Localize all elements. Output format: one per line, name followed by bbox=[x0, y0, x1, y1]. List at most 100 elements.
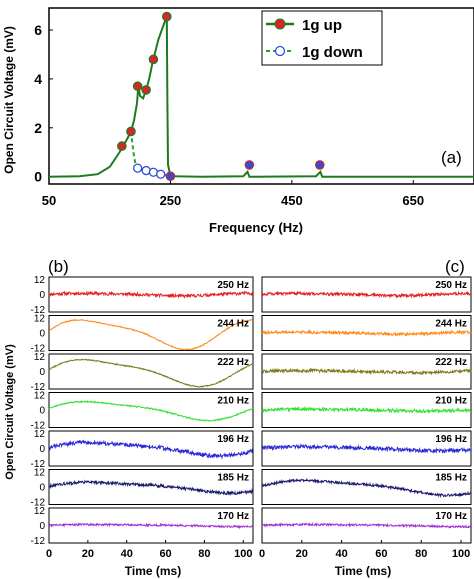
series-up-point bbox=[117, 141, 127, 151]
trace-line bbox=[261, 405, 472, 414]
y-tick-label: 0 bbox=[39, 329, 45, 340]
trace-label: 185 Hz bbox=[217, 473, 249, 484]
x-tick-label: 20 bbox=[296, 548, 308, 560]
trace-label: 185 Hz bbox=[435, 473, 467, 484]
trace-line bbox=[48, 522, 254, 530]
x-tick-label: 100 bbox=[452, 548, 470, 560]
y-tick-label: -12 bbox=[31, 305, 46, 316]
x-tick-label: 0 bbox=[46, 548, 52, 560]
series-up-point bbox=[314, 160, 325, 170]
trace-line bbox=[261, 521, 471, 529]
series-up-point bbox=[244, 160, 255, 170]
trace-label: 196 Hz bbox=[217, 434, 249, 445]
panel-a-plot-frame bbox=[48, 7, 474, 185]
series-up-point bbox=[165, 171, 176, 181]
y-tick-label: 12 bbox=[34, 352, 46, 363]
panel-b-label: (b) bbox=[48, 257, 69, 276]
y-tick-label: 0 bbox=[39, 444, 45, 455]
y-tick-label: 2 bbox=[34, 120, 42, 136]
trace-frame bbox=[48, 392, 254, 428]
trace-label: 170 Hz bbox=[217, 511, 249, 522]
trace-panel: 244 Hz bbox=[261, 315, 472, 351]
x-tick-label: 50 bbox=[42, 193, 56, 208]
trace-label: 250 Hz bbox=[435, 280, 467, 291]
y-tick-label: 6 bbox=[34, 22, 42, 38]
panel-a-label: (a) bbox=[441, 148, 462, 167]
x-tick-label: 80 bbox=[198, 548, 210, 560]
trace-panel: 244 Hz -12 0 12 bbox=[31, 314, 254, 355]
series-down-point bbox=[156, 169, 166, 179]
y-tick-label: -12 bbox=[31, 536, 46, 547]
trace-line bbox=[262, 367, 472, 376]
trace-frame bbox=[48, 507, 254, 544]
trace-panel: 210 Hz bbox=[261, 392, 472, 428]
y-tick-label: 0 bbox=[39, 521, 45, 532]
x-tick-label: 0 bbox=[259, 548, 265, 560]
x-tick-label: 40 bbox=[121, 548, 133, 560]
trace-label: 244 Hz bbox=[435, 319, 467, 330]
x-tick-label: 20 bbox=[82, 548, 94, 560]
trace-panel: 250 Hz bbox=[261, 276, 472, 313]
y-tick-label: 12 bbox=[34, 506, 46, 517]
y-tick-label: 12 bbox=[34, 391, 46, 402]
panel-b-xlabel: Time (ms) bbox=[125, 564, 181, 578]
y-tick-label: 12 bbox=[34, 275, 46, 286]
trace-frame bbox=[48, 315, 254, 351]
panel-a-legend: 1g up 1g down bbox=[261, 10, 383, 66]
x-tick-label: 250 bbox=[160, 193, 182, 208]
y-tick-label: -12 bbox=[31, 498, 46, 509]
y-tick-label: 12 bbox=[34, 314, 46, 325]
y-tick-label: 0 bbox=[39, 367, 45, 378]
y-tick-label: 12 bbox=[34, 468, 46, 479]
x-tick-label: 650 bbox=[402, 193, 424, 208]
x-tick-label: 60 bbox=[159, 548, 171, 560]
panel-a-chart: 50 250 450 650 0 2 4 6 Frequency (Hz) Open Circ… bbox=[2, 7, 474, 235]
trace-panel: 196 Hz bbox=[261, 430, 472, 467]
trace-label: 170 Hz bbox=[435, 511, 467, 522]
trace-label: 222 Hz bbox=[435, 357, 467, 368]
trace-label: 210 Hz bbox=[435, 396, 467, 407]
y-tick-label: 0 bbox=[39, 406, 45, 417]
trace-panel: 185 Hz -12 0 12 bbox=[31, 468, 254, 509]
trace-line bbox=[48, 479, 254, 497]
trace-line bbox=[48, 399, 254, 422]
trace-frame bbox=[48, 469, 254, 505]
trace-label: 222 Hz bbox=[217, 357, 249, 368]
trace-line bbox=[48, 318, 253, 351]
y-tick-label: 0 bbox=[39, 290, 45, 301]
panel-a-xlabel: Frequency (Hz) bbox=[209, 220, 303, 235]
series-up-point bbox=[161, 11, 172, 22]
series-up-point bbox=[141, 85, 151, 95]
trace-panel: 185 Hz bbox=[261, 469, 472, 505]
trace-line bbox=[261, 443, 472, 455]
x-tick-label: 80 bbox=[415, 548, 427, 560]
y-tick-label: -12 bbox=[31, 459, 46, 470]
trace-frame bbox=[48, 430, 254, 467]
x-tick-label: 100 bbox=[234, 548, 252, 560]
trace-panel: 196 Hz -12 0 12 bbox=[31, 429, 254, 470]
legend-up-swatch-marker bbox=[274, 18, 286, 30]
series-up-point bbox=[132, 81, 143, 92]
trace-line bbox=[48, 358, 254, 388]
trace-line bbox=[48, 290, 254, 299]
panel-b-ylabel: Open Circuit Voltage (mV) bbox=[4, 344, 16, 480]
panel-c-stack: 250 Hz 244 Hz 222 Hz 210 Hz 196 Hz 185 Hz 170 … bbox=[259, 276, 472, 560]
y-tick-label: -12 bbox=[31, 421, 46, 432]
y-tick-label: -12 bbox=[31, 344, 46, 355]
y-tick-label: 0 bbox=[34, 169, 42, 185]
trace-panel: 250 Hz -12 0 12 bbox=[31, 275, 254, 316]
series-up-point bbox=[148, 54, 159, 65]
x-tick-label: 450 bbox=[281, 193, 303, 208]
trace-label: 196 Hz bbox=[435, 434, 467, 445]
trace-frame bbox=[261, 430, 472, 467]
trace-label: 210 Hz bbox=[217, 396, 249, 407]
y-tick-label: 0 bbox=[39, 483, 45, 494]
trace-line bbox=[261, 477, 472, 499]
trace-panel: 210 Hz -12 0 12 bbox=[31, 391, 254, 432]
legend-down-swatch-marker bbox=[274, 45, 286, 57]
x-tick-label: 40 bbox=[335, 548, 347, 560]
trace-label: 244 Hz bbox=[217, 319, 249, 330]
trace-panel: 222 Hz bbox=[261, 353, 472, 390]
